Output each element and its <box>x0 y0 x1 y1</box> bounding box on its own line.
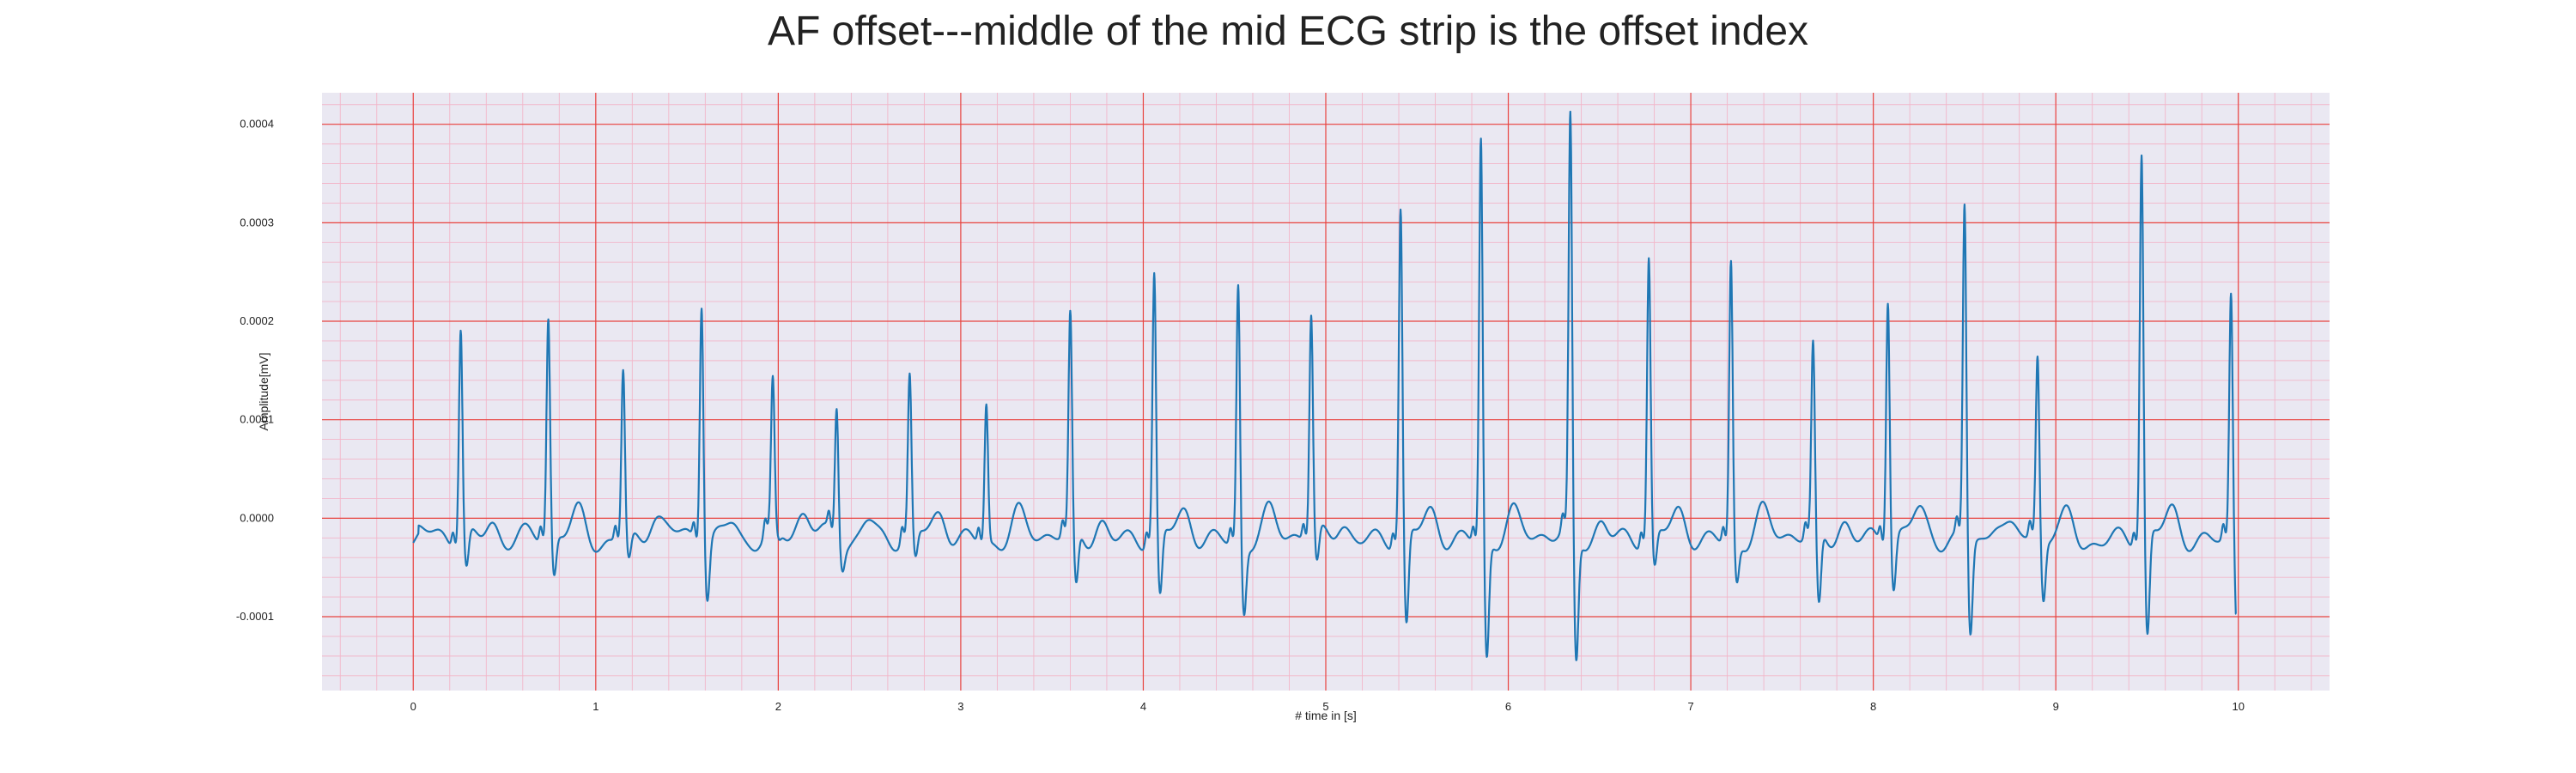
x-axis-ticks: 0 1 2 3 4 5 6 7 8 9 10 <box>410 700 2245 713</box>
x-tick-label: 1 <box>592 700 598 713</box>
x-tick-label: 6 <box>1505 700 1511 713</box>
y-axis-label: Amplitude[mV] <box>257 352 270 430</box>
chart-title: AF offset---middle of the mid ECG strip … <box>768 9 1808 54</box>
x-tick-label: 4 <box>1140 700 1146 713</box>
x-axis-label: # time in [s] <box>1295 709 1357 722</box>
y-tick-label: 0.0001 <box>240 413 274 426</box>
x-tick-label: 7 <box>1687 700 1693 713</box>
x-tick-label: 8 <box>1870 700 1876 713</box>
x-tick-label: 3 <box>957 700 963 713</box>
y-tick-label: 0.0003 <box>240 216 274 228</box>
plot-area <box>322 93 2330 691</box>
y-tick-label: 0.0004 <box>240 118 274 131</box>
x-tick-label: 10 <box>2232 700 2244 713</box>
y-tick-label: 0.0002 <box>240 314 274 327</box>
x-tick-label: 2 <box>775 700 781 713</box>
y-tick-label: -0.0001 <box>236 610 274 623</box>
x-tick-label: 9 <box>2053 700 2059 713</box>
x-tick-label: 5 <box>1322 700 1328 713</box>
ecg-series-line <box>412 110 2237 661</box>
x-tick-label: 0 <box>410 700 416 713</box>
y-axis-ticks: -0.0001 0.0000 0.0001 0.0002 0.0003 0.0004 <box>236 118 274 623</box>
y-tick-label: 0.0000 <box>240 511 274 524</box>
